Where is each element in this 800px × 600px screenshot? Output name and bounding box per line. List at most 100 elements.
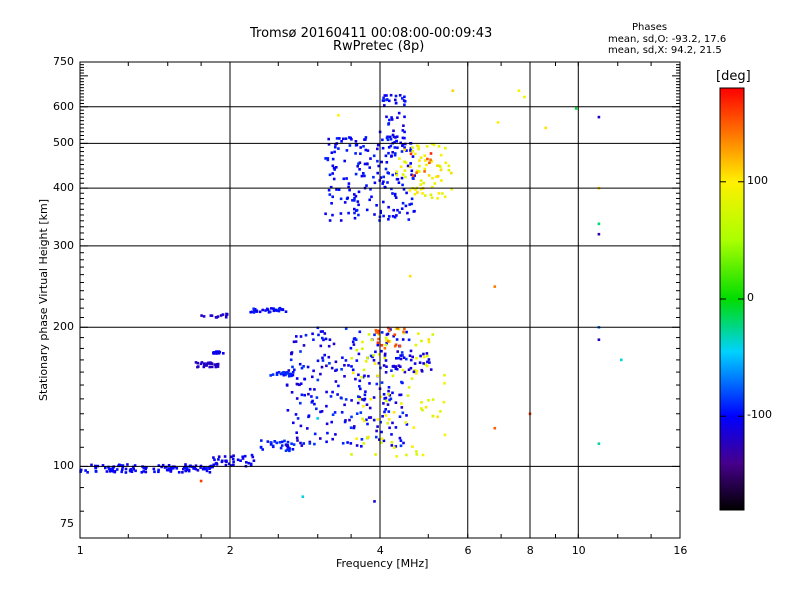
data-point xyxy=(208,465,211,469)
data-point xyxy=(413,174,416,177)
data-point xyxy=(400,406,404,409)
data-point xyxy=(381,182,384,185)
data-point xyxy=(403,169,407,172)
data-point xyxy=(184,463,187,466)
data-point xyxy=(373,362,377,365)
data-point xyxy=(354,377,357,381)
data-point xyxy=(202,365,206,369)
data-point xyxy=(362,368,366,372)
data-point xyxy=(363,397,367,401)
data-point xyxy=(369,397,372,401)
data-point xyxy=(389,397,393,401)
data-point xyxy=(429,158,432,162)
data-point xyxy=(316,417,319,420)
data-point xyxy=(333,168,336,171)
data-point xyxy=(399,393,403,397)
data-point xyxy=(383,410,386,414)
data-point xyxy=(200,314,203,317)
data-point xyxy=(361,347,364,350)
data-point xyxy=(377,353,381,356)
data-point xyxy=(359,152,362,155)
data-point xyxy=(328,173,332,177)
data-point xyxy=(410,169,414,173)
data-point xyxy=(391,215,395,218)
chart-subtitle: RwPretec (8p) xyxy=(333,39,425,54)
data-point xyxy=(268,310,272,314)
data-point xyxy=(395,367,399,371)
data-point xyxy=(417,332,420,335)
data-point xyxy=(395,173,399,177)
data-point xyxy=(363,174,366,178)
data-point xyxy=(247,461,251,465)
data-point xyxy=(331,172,334,175)
data-point xyxy=(395,170,398,174)
data-point xyxy=(302,344,306,347)
data-point xyxy=(597,232,601,236)
data-point xyxy=(294,413,298,416)
data-point xyxy=(323,332,327,335)
data-point xyxy=(391,133,395,137)
data-point xyxy=(405,149,408,152)
data-point xyxy=(393,344,397,348)
data-point xyxy=(399,444,403,448)
data-point xyxy=(269,443,273,446)
data-point xyxy=(392,208,395,212)
data-point xyxy=(367,333,371,336)
data-point xyxy=(401,183,404,187)
data-point xyxy=(383,397,386,400)
data-point xyxy=(216,363,219,366)
data-point xyxy=(214,365,218,368)
data-point xyxy=(406,164,410,168)
data-point xyxy=(303,377,306,381)
data-point xyxy=(354,144,358,147)
data-point xyxy=(357,352,361,356)
data-point xyxy=(129,469,132,472)
data-point xyxy=(194,464,198,467)
data-point xyxy=(395,214,398,217)
data-point xyxy=(321,359,325,362)
data-point xyxy=(334,433,337,436)
data-point xyxy=(398,415,402,418)
data-point xyxy=(105,470,109,473)
x-axis-label: Frequency [MHz] xyxy=(336,557,429,570)
data-point xyxy=(277,309,281,313)
data-point xyxy=(356,200,360,203)
data-point xyxy=(391,192,394,195)
data-point xyxy=(375,204,378,207)
data-point xyxy=(391,391,394,395)
data-point xyxy=(280,444,284,447)
data-point xyxy=(175,467,179,470)
data-point xyxy=(395,139,398,143)
data-point xyxy=(374,350,377,354)
data-point xyxy=(387,146,391,149)
data-point xyxy=(357,203,360,207)
data-point xyxy=(293,368,296,372)
data-point xyxy=(362,145,365,148)
data-point xyxy=(390,433,393,436)
data-point xyxy=(443,373,446,377)
data-point xyxy=(377,331,381,335)
data-point xyxy=(369,157,372,160)
data-point xyxy=(402,356,406,359)
data-point xyxy=(311,332,314,336)
data-point xyxy=(241,457,245,460)
data-point xyxy=(255,310,259,313)
data-point xyxy=(157,468,160,472)
data-point xyxy=(429,368,433,371)
data-point xyxy=(394,343,398,347)
data-point xyxy=(409,165,412,169)
data-point xyxy=(358,396,362,399)
data-point xyxy=(393,146,397,149)
data-point xyxy=(329,185,333,189)
data-point xyxy=(417,145,420,148)
data-point xyxy=(393,333,397,336)
data-point xyxy=(413,369,416,372)
data-point xyxy=(307,392,310,396)
data-point xyxy=(258,310,262,314)
data-point xyxy=(523,95,526,99)
data-point xyxy=(393,446,396,449)
data-point xyxy=(279,446,283,450)
data-point xyxy=(202,466,206,469)
data-point xyxy=(205,362,209,365)
data-point xyxy=(366,149,370,152)
